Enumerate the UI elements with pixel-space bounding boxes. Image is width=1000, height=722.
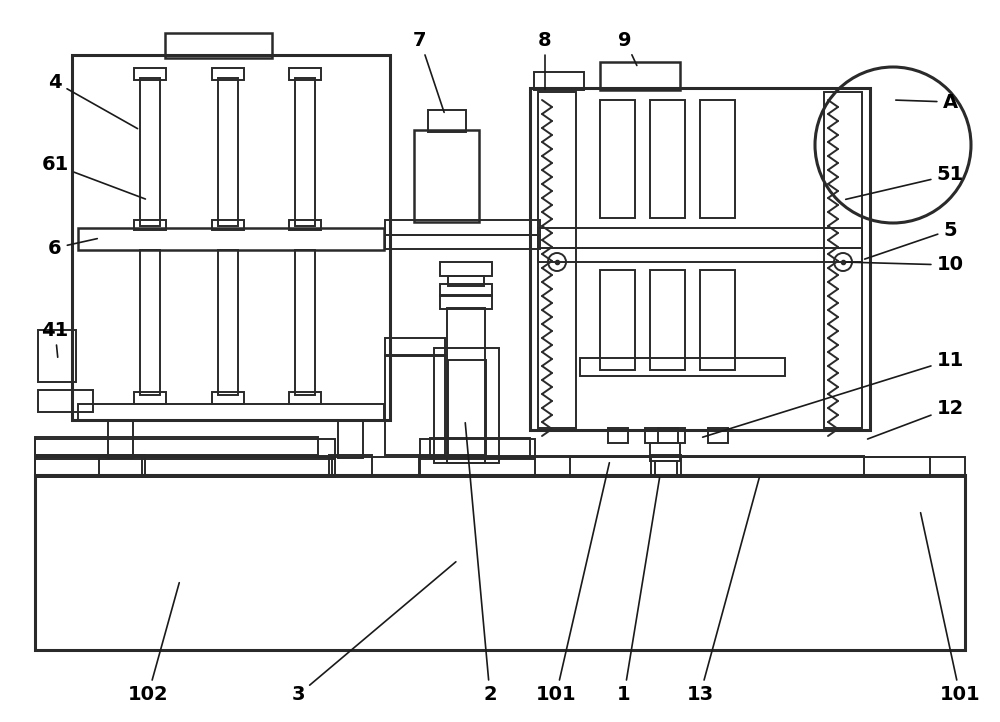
Bar xyxy=(35,457,965,477)
Bar xyxy=(78,404,384,420)
Text: 51: 51 xyxy=(846,165,964,199)
Bar xyxy=(650,100,685,218)
Text: 6: 6 xyxy=(48,238,97,258)
Bar xyxy=(35,456,332,475)
Bar xyxy=(570,457,930,477)
Bar xyxy=(385,235,540,249)
Bar xyxy=(165,33,272,58)
Bar xyxy=(419,456,864,475)
Text: 11: 11 xyxy=(703,350,964,438)
Text: 10: 10 xyxy=(846,256,964,274)
Text: A: A xyxy=(896,92,958,111)
Bar xyxy=(440,262,492,276)
Bar xyxy=(447,308,485,463)
Bar xyxy=(448,360,486,455)
Text: 2: 2 xyxy=(465,423,497,705)
Bar xyxy=(218,78,238,226)
Bar xyxy=(289,392,321,404)
Text: 3: 3 xyxy=(291,562,456,705)
Bar xyxy=(600,100,635,218)
Bar xyxy=(134,68,166,80)
Bar xyxy=(600,62,680,90)
Bar xyxy=(212,392,244,404)
Bar xyxy=(108,420,133,458)
Text: 9: 9 xyxy=(618,30,637,66)
Bar xyxy=(434,348,499,463)
Bar xyxy=(414,130,479,222)
Text: 61: 61 xyxy=(41,155,145,199)
Bar xyxy=(700,100,735,218)
Bar xyxy=(385,220,540,235)
Bar xyxy=(645,428,685,443)
Bar xyxy=(72,55,390,420)
Bar xyxy=(708,428,728,443)
Text: 4: 4 xyxy=(48,72,138,129)
Bar xyxy=(600,270,635,370)
Text: 12: 12 xyxy=(868,399,964,439)
Bar xyxy=(289,68,321,80)
Bar xyxy=(580,358,785,376)
Bar xyxy=(289,220,321,230)
Bar xyxy=(35,437,318,455)
Bar xyxy=(448,276,484,286)
Bar xyxy=(440,295,492,309)
Bar xyxy=(329,455,372,475)
Bar xyxy=(295,78,315,226)
Bar xyxy=(430,438,530,458)
Bar xyxy=(35,457,335,477)
Bar xyxy=(650,443,680,461)
Bar xyxy=(420,457,535,477)
Bar xyxy=(338,420,363,458)
Text: 101: 101 xyxy=(536,463,609,705)
Bar xyxy=(140,78,160,226)
Bar xyxy=(538,228,862,248)
Text: 41: 41 xyxy=(41,321,69,357)
Bar xyxy=(608,428,628,443)
Bar xyxy=(78,228,384,250)
Bar xyxy=(385,338,445,356)
Bar xyxy=(38,330,76,382)
Bar xyxy=(700,270,735,370)
Text: 8: 8 xyxy=(538,30,552,90)
Bar xyxy=(650,270,685,370)
Bar xyxy=(35,455,145,475)
Text: 13: 13 xyxy=(686,478,759,705)
Bar xyxy=(655,461,677,477)
Bar xyxy=(295,250,315,395)
Text: 101: 101 xyxy=(921,513,980,705)
Bar xyxy=(651,455,681,477)
Bar xyxy=(530,88,870,430)
Bar xyxy=(35,439,335,459)
Bar xyxy=(534,72,584,90)
Bar xyxy=(428,110,466,132)
Bar xyxy=(538,92,576,428)
Bar xyxy=(134,220,166,230)
Bar xyxy=(385,355,445,455)
Bar xyxy=(38,390,93,412)
Bar xyxy=(99,455,142,475)
Bar xyxy=(140,250,160,395)
Bar xyxy=(824,92,862,428)
Bar xyxy=(212,220,244,230)
Bar xyxy=(440,284,492,296)
Text: 102: 102 xyxy=(128,583,179,705)
Bar xyxy=(218,250,238,395)
Bar xyxy=(212,68,244,80)
Text: 7: 7 xyxy=(413,30,444,113)
Bar xyxy=(134,392,166,404)
Bar xyxy=(420,439,535,459)
Bar xyxy=(35,475,965,650)
Text: 1: 1 xyxy=(617,478,660,705)
Bar xyxy=(538,248,862,262)
Text: 5: 5 xyxy=(865,220,957,259)
Bar xyxy=(658,428,678,443)
